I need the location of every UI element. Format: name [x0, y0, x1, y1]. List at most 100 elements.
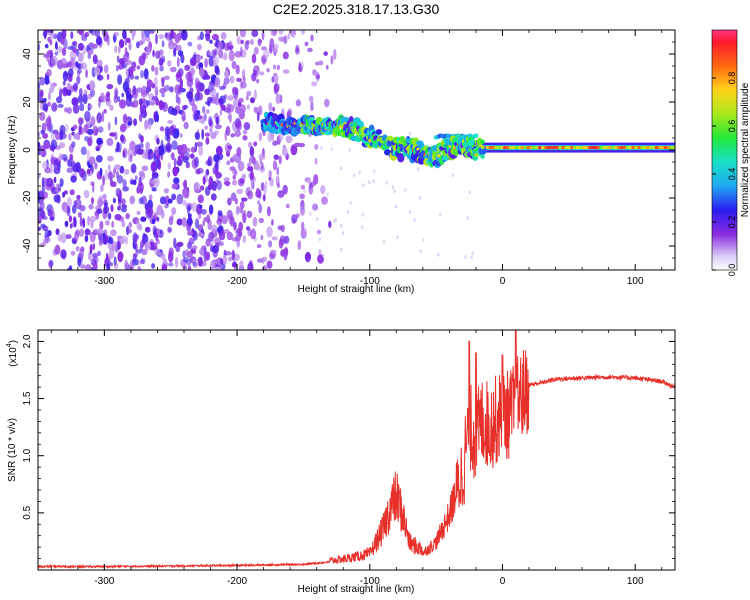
noise-speckle — [167, 162, 171, 170]
noise-speckle — [81, 34, 88, 42]
noise-speckle — [106, 73, 110, 81]
snr-xtick-label: -100 — [360, 576, 380, 587]
noise-speckle — [60, 57, 67, 69]
noise-speckle — [76, 194, 81, 200]
noise-speckle — [110, 181, 117, 188]
noise-speckle — [202, 105, 206, 114]
noise-speckle — [89, 231, 96, 243]
noise-speckle — [251, 30, 259, 38]
noise-speckle — [234, 197, 238, 205]
noise-speckle — [262, 194, 266, 202]
noise-speckle — [269, 38, 275, 49]
noise-speckle — [209, 126, 213, 134]
noise-speckle — [154, 66, 159, 76]
noise-speckle — [188, 64, 194, 72]
noise-speckle — [391, 185, 395, 190]
noise-speckle — [272, 140, 278, 146]
noise-speckle — [145, 209, 152, 219]
noise-speckle — [220, 32, 227, 40]
signal-blob — [375, 129, 383, 135]
noise-speckle — [73, 217, 77, 228]
noise-speckle — [192, 261, 197, 267]
noise-speckle — [106, 263, 111, 270]
signal-blob — [480, 154, 485, 159]
spectrogram-xtick-label: 100 — [627, 276, 644, 287]
noise-speckle — [133, 149, 137, 157]
noise-speckle — [250, 179, 254, 190]
noise-speckle — [68, 265, 73, 270]
noise-speckle — [326, 192, 329, 197]
noise-speckle — [88, 204, 94, 210]
noise-speckle — [118, 58, 125, 65]
noise-speckle — [213, 154, 220, 163]
noise-speckle — [152, 49, 155, 58]
noise-speckle — [285, 135, 293, 144]
noise-speckle — [368, 180, 371, 185]
noise-speckle — [171, 207, 177, 215]
noise-speckle — [215, 68, 221, 76]
noise-speckle — [271, 236, 278, 241]
noise-speckle — [185, 161, 190, 169]
noise-speckle — [157, 145, 165, 156]
noise-speckle — [155, 50, 161, 59]
noise-speckle — [95, 155, 103, 163]
noise-speckle — [234, 51, 242, 58]
noise-speckle — [113, 31, 120, 37]
noise-speckle — [136, 65, 141, 70]
noise-speckle — [231, 237, 239, 242]
noise-speckle — [187, 231, 194, 236]
spectrogram-ytick-label: -40 — [22, 238, 33, 253]
noise-speckle — [231, 249, 235, 261]
noise-speckle — [250, 97, 255, 104]
noise-speckle — [88, 30, 94, 34]
noise-speckle — [105, 252, 109, 262]
noise-speckle — [51, 102, 58, 112]
noise-speckle — [220, 258, 224, 266]
noise-speckle — [101, 111, 105, 123]
noise-speckle — [471, 251, 474, 256]
noise-speckle — [187, 91, 194, 102]
noise-speckle — [77, 212, 82, 218]
noise-speckle — [118, 39, 125, 49]
noise-speckle — [176, 73, 182, 78]
noise-speckle — [197, 167, 204, 174]
colorbar-tick-label: 0.0 — [727, 264, 737, 277]
snr-multiplier: (x104) — [6, 340, 19, 367]
noise-speckle — [74, 230, 79, 242]
noise-speckle — [67, 159, 72, 168]
noise-speckle — [149, 241, 155, 251]
noise-speckle — [304, 251, 311, 263]
noise-speckle — [168, 32, 174, 41]
noise-speckle — [321, 252, 324, 257]
noise-speckle — [176, 56, 180, 68]
signal-blob — [468, 139, 477, 147]
noise-speckle — [46, 68, 52, 77]
noise-speckle — [393, 189, 396, 194]
noise-speckle — [183, 256, 189, 263]
noise-speckle — [194, 218, 200, 230]
noise-speckle — [146, 79, 154, 89]
noise-speckle — [271, 76, 275, 83]
noise-speckle — [230, 133, 235, 138]
noise-speckle — [205, 109, 210, 114]
noise-speckle — [205, 137, 210, 145]
noise-speckle — [106, 83, 114, 90]
noise-speckle — [59, 88, 66, 94]
noise-speckle — [137, 265, 142, 270]
noise-speckle — [165, 142, 172, 153]
noise-speckle — [100, 184, 104, 193]
noise-speckle — [117, 46, 121, 54]
noise-speckle — [88, 156, 96, 165]
noise-speckle — [188, 70, 192, 82]
noise-speckle — [313, 174, 319, 185]
noise-speckle — [70, 31, 74, 39]
noise-speckle — [251, 53, 257, 64]
noise-speckle — [249, 170, 254, 181]
noise-speckle — [127, 121, 132, 126]
noise-speckle — [122, 150, 126, 158]
noise-speckle — [128, 228, 132, 234]
noise-speckle — [229, 216, 235, 227]
noise-speckle — [141, 104, 147, 115]
noise-speckle — [300, 30, 306, 35]
noise-speckle — [156, 217, 160, 222]
